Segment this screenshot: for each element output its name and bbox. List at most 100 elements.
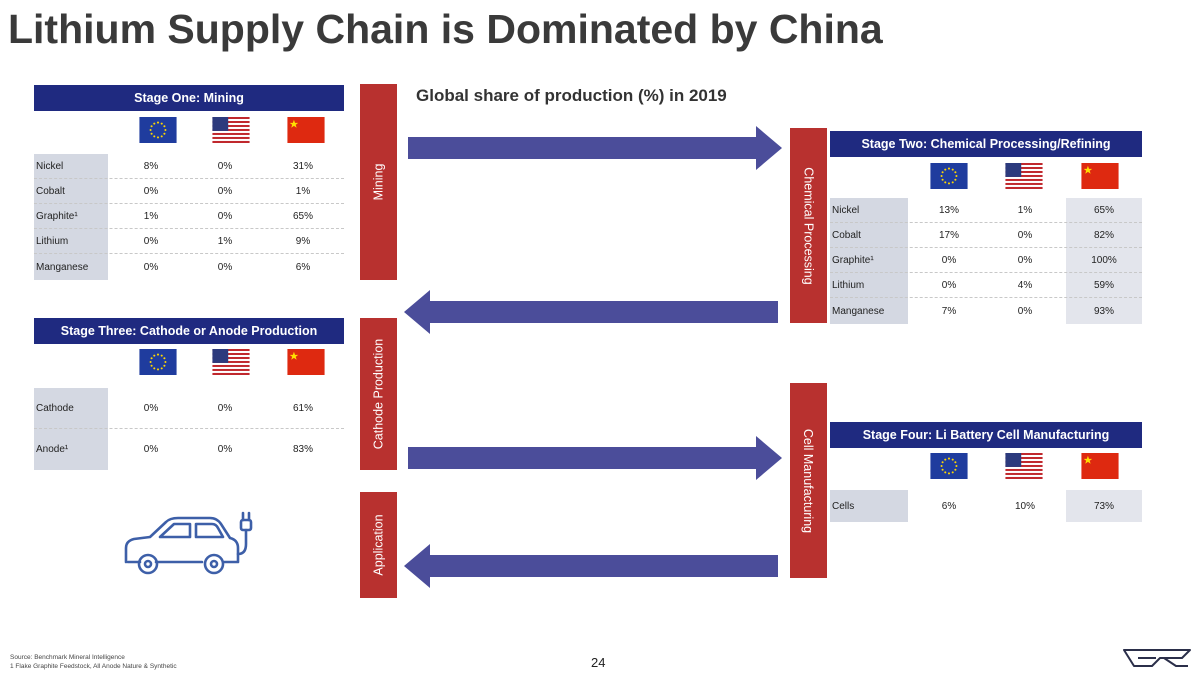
- china-value: 9%: [295, 235, 311, 247]
- row-label: Nickel: [832, 204, 860, 216]
- eu-value: 0%: [143, 235, 159, 247]
- us-value: 1%: [1017, 204, 1033, 216]
- eu-value: 0%: [941, 254, 957, 266]
- application-bar-label: Application: [371, 514, 386, 576]
- arrow-right-icon: [408, 436, 782, 480]
- application-bar: Application: [360, 492, 397, 598]
- stage-two-header: Stage Two: Chemical Processing/Refining: [830, 131, 1142, 157]
- us-value: 4%: [1017, 279, 1033, 291]
- chart-subtitle: Global share of production (%) in 2019: [416, 86, 727, 105]
- row-label: Cells: [832, 500, 855, 512]
- us-value: 0%: [217, 160, 233, 172]
- arrow-right-icon: [408, 126, 782, 170]
- row-label: Graphite¹: [36, 210, 78, 222]
- china-value: 65%: [292, 210, 313, 222]
- stage-four-flags: [830, 448, 1142, 488]
- china-value: 61%: [292, 402, 313, 414]
- page-title: Lithium Supply Chain is Dominated by Chi…: [8, 6, 883, 52]
- eu-value: 0%: [941, 279, 957, 291]
- table-row: Manganese 7% 0% 93%: [830, 298, 1142, 324]
- us-value: 0%: [1017, 305, 1033, 317]
- china-value: 59%: [1093, 279, 1114, 291]
- china-value: 1%: [295, 185, 311, 197]
- eu-value: 7%: [941, 305, 957, 317]
- footer-note: 1 Flake Graphite Feedstock, All Anode Na…: [10, 663, 177, 670]
- eu-value: 6%: [941, 500, 957, 512]
- eu-flag-icon: [139, 117, 177, 143]
- eu-value: 0%: [143, 444, 159, 455]
- us-value: 0%: [217, 185, 233, 197]
- china-value: 73%: [1093, 500, 1114, 512]
- mining-bar-label: Mining: [371, 163, 386, 201]
- chemical-processing-bar: Chemical Processing: [790, 128, 827, 323]
- stage-four-header: Stage Four: Li Battery Cell Manufacturin…: [830, 422, 1142, 448]
- us-value: 0%: [1017, 229, 1033, 241]
- row-label: Manganese: [832, 305, 885, 317]
- china-value: 93%: [1093, 305, 1114, 317]
- china-flag-icon: [1081, 163, 1119, 189]
- footer-source: Source: Benchmark Mineral Intelligence: [10, 654, 125, 661]
- row-label: Anode¹: [36, 444, 69, 455]
- row-label: Cathode: [36, 402, 74, 414]
- table-row: Graphite¹ 0% 0% 100%: [830, 248, 1142, 273]
- china-flag-icon: [287, 349, 325, 375]
- row-label: Manganese: [36, 261, 89, 273]
- mining-bar: Mining: [360, 84, 397, 280]
- stage-four-table: Cells 6% 10% 73%: [830, 490, 1142, 522]
- table-row: Cells 6% 10% 73%: [830, 490, 1142, 522]
- us-value: 0%: [217, 444, 233, 455]
- cathode-production-bar: Cathode Production: [360, 318, 397, 470]
- row-label: Graphite¹: [832, 254, 874, 266]
- row-label: Lithium: [36, 235, 69, 247]
- cell-bar-label: Cell Manufacturing: [801, 428, 816, 533]
- eu-value: 0%: [143, 261, 159, 273]
- us-value: 0%: [1017, 254, 1033, 266]
- chemical-bar-label: Chemical Processing: [801, 166, 816, 285]
- row-label: Cobalt: [832, 229, 861, 241]
- us-flag-icon: [212, 117, 250, 143]
- us-value: 1%: [217, 235, 233, 247]
- eu-value: 13%: [938, 204, 959, 216]
- table-row: Manganese 0% 0% 6%: [34, 254, 344, 280]
- electric-car-icon: [124, 511, 253, 575]
- stage-three-flags: [34, 344, 344, 386]
- table-row: Lithium 0% 4% 59%: [830, 273, 1142, 298]
- table-row: Cobalt 0% 0% 1%: [34, 179, 344, 204]
- stage-two-flags: [830, 157, 1142, 199]
- table-row: Anode¹ 0% 0% 83%: [34, 429, 344, 470]
- china-flag-icon: [1081, 453, 1119, 479]
- eu-value: 0%: [143, 185, 159, 197]
- cathode-bar-label: Cathode Production: [371, 338, 386, 450]
- eu-value: 1%: [143, 210, 159, 222]
- table-row: Cathode 0% 0% 61%: [34, 388, 344, 429]
- us-value: 0%: [217, 210, 233, 222]
- eu-flag-icon: [139, 349, 177, 375]
- row-label: Cobalt: [36, 185, 65, 197]
- eu-flag-icon: [930, 453, 968, 479]
- us-flag-icon: [1005, 453, 1043, 479]
- stage-three-table: Cathode 0% 0% 61% Anode¹ 0% 0% 83%: [34, 388, 344, 470]
- us-flag-icon: [1005, 163, 1043, 189]
- table-row: Cobalt 17% 0% 82%: [830, 223, 1142, 248]
- stage-two-table: Nickel 13% 1% 65% Cobalt 17% 0% 82% Graphite¹ 0…: [830, 198, 1142, 324]
- eu-value: 8%: [143, 160, 159, 172]
- row-label: Nickel: [36, 160, 64, 172]
- table-row: Nickel 8% 0% 31%: [34, 154, 344, 179]
- us-value: 0%: [217, 261, 233, 273]
- arrow-left-icon: [404, 290, 778, 334]
- china-value: 82%: [1093, 229, 1114, 241]
- china-value: 6%: [295, 261, 311, 273]
- china-value: 83%: [292, 444, 313, 455]
- eu-flag-icon: [930, 163, 968, 189]
- us-flag-icon: [212, 349, 250, 375]
- table-row: Graphite¹ 1% 0% 65%: [34, 204, 344, 229]
- stage-three-header: Stage Three: Cathode or Anode Production: [34, 318, 344, 344]
- row-label: Lithium: [832, 279, 865, 291]
- eu-value: 17%: [938, 229, 959, 241]
- china-value: 31%: [292, 160, 313, 172]
- stage-one-header: Stage One: Mining: [34, 85, 344, 111]
- us-value: 10%: [1014, 500, 1035, 512]
- arrow-left-icon: [404, 544, 778, 588]
- eu-value: 0%: [143, 402, 159, 414]
- company-logo-icon: [1123, 649, 1191, 667]
